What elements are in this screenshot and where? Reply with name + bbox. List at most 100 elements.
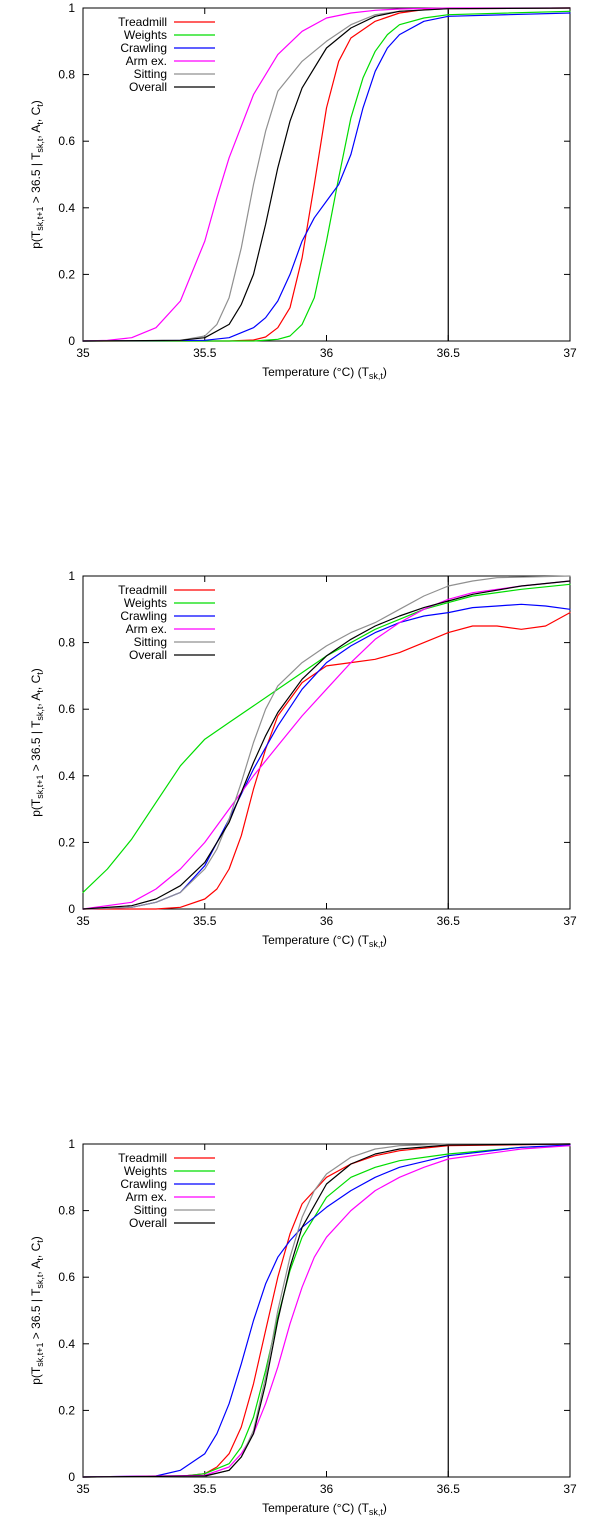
- x-tick-label: 37: [563, 1482, 577, 1496]
- y-tick-label: 0: [68, 902, 75, 916]
- y-tick-label: 0: [68, 1470, 75, 1484]
- y-axis-label-part: > 36.5 | T: [29, 1288, 43, 1343]
- y-axis-label: p(Tsk,t+1 > 36.5 | Tsk,t, At, Ct): [29, 100, 45, 249]
- y-tick-label: 0.2: [58, 267, 75, 281]
- x-axis-label-sub: sk,t: [369, 1507, 384, 1517]
- y-axis-label-part: , A: [29, 693, 43, 707]
- x-tick-label: 36.5: [437, 1482, 461, 1496]
- x-axis-label-end: ): [383, 365, 387, 379]
- legend-label: Treadmill: [118, 1151, 167, 1165]
- x-tick-label: 35.5: [193, 346, 217, 360]
- chart-panel-1: 35 35.5 36 36.5 37 0 0.2 0.4 0.6 0.8 1 TreadmillWei…: [29, 1, 577, 381]
- x-axis-label: Temperature (°C) (Tsk,t): [262, 365, 387, 381]
- series-line-arm-ex: [82, 1145, 571, 1478]
- x-axis-label-sub: sk,t: [369, 371, 384, 381]
- x-axis-label: Temperature (°C) (Tsk,t): [262, 1501, 387, 1517]
- y-axis-label: p(Tsk,t+1 > 36.5 | Tsk,t, At, Ct): [29, 668, 45, 817]
- y-tick-label: 1: [68, 569, 75, 583]
- y-axis-label: p(Tsk,t+1 > 36.5 | Tsk,t, At, Ct): [29, 1236, 45, 1385]
- legend-label: Weights: [124, 596, 167, 610]
- y-tick-label: 0.4: [58, 1337, 75, 1351]
- series-line-treadmill: [82, 7, 571, 342]
- legend-label: Arm ex.: [126, 54, 167, 68]
- x-tick-label: 35: [76, 346, 90, 360]
- y-axis-label-main: p(T: [29, 1366, 43, 1385]
- y-tick-label: 0.2: [58, 1403, 75, 1417]
- y-axis-label-sub: t: [35, 690, 45, 693]
- y-tick-label: 0.4: [58, 201, 75, 215]
- series-line-overall: [82, 7, 571, 342]
- y-tick-label: 0.6: [58, 134, 75, 148]
- x-tick-label: 35: [76, 1482, 90, 1496]
- series-line-treadmill: [82, 611, 571, 910]
- x-tick-label: 36: [320, 1482, 334, 1496]
- legend-label: Crawling: [120, 1177, 167, 1191]
- y-axis-label-end: ): [29, 100, 43, 104]
- legend-label: Treadmill: [118, 15, 167, 29]
- y-axis-label-sub: t: [35, 672, 45, 675]
- y-axis-label-main: p(T: [29, 230, 43, 249]
- x-axis-label-end: ): [383, 1501, 387, 1515]
- x-axis-label-main: Temperature (°C) (T: [262, 365, 369, 379]
- y-axis-label-sub: t: [35, 1258, 45, 1261]
- y-axis-label-part: , C: [29, 1242, 43, 1258]
- y-tick-label: 0.4: [58, 769, 75, 783]
- y-axis-label-sub: sk,t: [35, 1274, 45, 1289]
- y-tick-label: 0.8: [58, 1204, 75, 1218]
- series-line-weights: [82, 10, 571, 342]
- series-line-arm-ex: [82, 580, 571, 910]
- x-tick-label: 36: [320, 346, 334, 360]
- y-axis-label-end: ): [29, 668, 43, 672]
- y-tick-label: 0.6: [58, 702, 75, 716]
- legend-label: Arm ex.: [126, 1190, 167, 1204]
- x-axis-label-main: Temperature (°C) (T: [262, 1501, 369, 1515]
- series-line-weights: [82, 1145, 571, 1478]
- y-axis-label-sub: t: [35, 104, 45, 107]
- legend-label: Sitting: [134, 1203, 167, 1217]
- y-axis-label-sub: sk,t: [35, 706, 45, 721]
- legend-label: Arm ex.: [126, 622, 167, 636]
- y-axis-label-part: > 36.5 | T: [29, 152, 43, 207]
- y-tick-label: 0.6: [58, 1270, 75, 1284]
- y-axis-label-main: p(T: [29, 798, 43, 817]
- series-line-crawling: [82, 12, 571, 342]
- y-tick-label: 0.2: [58, 835, 75, 849]
- y-axis-label-part: , C: [29, 106, 43, 122]
- y-axis-label-part: , A: [29, 1261, 43, 1275]
- series-line-weights: [82, 583, 571, 894]
- chart-panel-3: 35 35.5 36 36.5 37 0 0.2 0.4 0.6 0.8 1 TreadmillWei…: [29, 1137, 577, 1517]
- y-tick-label: 0: [68, 334, 75, 348]
- x-tick-label: 37: [563, 914, 577, 928]
- legend-label: Weights: [124, 28, 167, 42]
- legend-label: Overall: [129, 648, 167, 662]
- y-tick-label: 1: [68, 1, 75, 15]
- y-axis-label-sub: t: [35, 122, 45, 125]
- series-line-sitting: [82, 7, 571, 342]
- y-tick-label: 1: [68, 1137, 75, 1151]
- series-line-sitting: [82, 575, 571, 910]
- y-axis-label-sub: sk,t+1: [35, 775, 45, 799]
- x-tick-label: 35: [76, 914, 90, 928]
- y-axis-label-part: > 36.5 | T: [29, 720, 43, 775]
- y-axis-label-sub: sk,t: [35, 138, 45, 153]
- legend-label: Crawling: [120, 609, 167, 623]
- x-axis-label-end: ): [383, 933, 387, 947]
- y-axis-label-part: , C: [29, 674, 43, 690]
- x-tick-label: 35.5: [193, 1482, 217, 1496]
- legend-label: Weights: [124, 1164, 167, 1178]
- legend-label: Overall: [129, 80, 167, 94]
- legend-label: Sitting: [134, 635, 167, 649]
- legend-label: Sitting: [134, 67, 167, 81]
- x-tick-label: 35.5: [193, 914, 217, 928]
- y-axis-label-sub: t: [35, 1240, 45, 1243]
- x-axis-label-main: Temperature (°C) (T: [262, 933, 369, 947]
- y-tick-label: 0.8: [58, 68, 75, 82]
- y-axis-label-part: , A: [29, 125, 43, 139]
- x-tick-label: 37: [563, 346, 577, 360]
- x-axis-label-sub: sk,t: [369, 939, 384, 949]
- chart-panel-2: 35 35.5 36 36.5 37 0 0.2 0.4 0.6 0.8 1 TreadmillWei…: [29, 569, 577, 949]
- series-line-arm-ex: [82, 7, 571, 342]
